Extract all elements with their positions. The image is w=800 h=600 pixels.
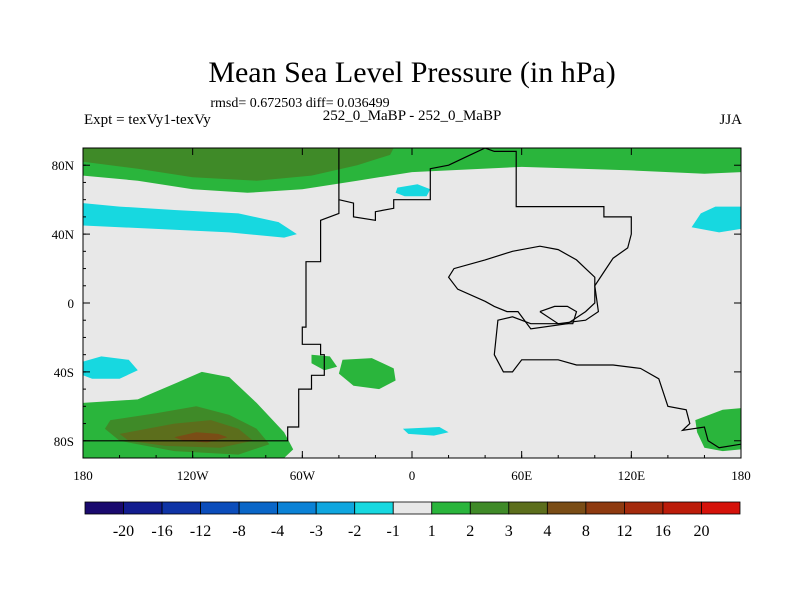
chart-title: Mean Sea Level Pressure (in hPa): [208, 56, 615, 89]
colorbar-label: 16: [655, 523, 671, 540]
colorbar-label: -8: [232, 523, 245, 540]
coastline-supercontinent-west: [338, 148, 486, 222]
y-tick-label: 80N: [52, 158, 75, 173]
colorbar-label: 2: [466, 523, 474, 540]
region-south-atlantic-2: [338, 358, 396, 390]
coastline-tethys-loop: [447, 245, 596, 330]
colorbar-swatch: [123, 501, 163, 515]
x-tick-label: 120W: [177, 468, 210, 483]
colorbar-label: -12: [190, 523, 211, 540]
x-tick-label: 60W: [290, 468, 316, 483]
colorbar-label: 1: [428, 523, 436, 540]
y-tick-label: 40S: [54, 365, 74, 380]
y-axis: 80N 40N 0 40S 80S: [52, 158, 741, 449]
stats-label: rmsd= 0.672503 diff= 0.036499: [210, 96, 389, 111]
region-south-pacific-core: [174, 432, 228, 443]
experiment-label: Expt = texVy1-texVy: [84, 112, 211, 128]
subtitle-label: 252_0_MaBP - 252_0_MaBP: [323, 108, 502, 124]
y-tick-label: 80S: [54, 434, 74, 449]
colorbar-label: 4: [543, 523, 551, 540]
colorbar-swatch: [84, 501, 124, 515]
colorbar-label: 3: [505, 523, 513, 540]
colorbar-swatch: [431, 501, 471, 515]
map-area: [83, 148, 741, 458]
colorbar-swatch: [200, 501, 240, 515]
colorbar-swatch: [469, 501, 510, 515]
colorbar-label: -20: [113, 523, 134, 540]
coastline-supercontinent-east: [484, 148, 741, 449]
colorbar-label: 12: [616, 523, 632, 540]
colorbar-swatch: [238, 501, 279, 515]
x-tick-label: 180: [73, 468, 93, 483]
region-arctic-core: [83, 148, 394, 181]
region-south-east-green: [695, 408, 741, 452]
colorbar-label: -4: [271, 523, 284, 540]
region-pacific-north-east: [691, 206, 741, 233]
region-south-west-cyan: [83, 356, 138, 379]
x-tick-label: 180: [731, 468, 751, 483]
colorbar-swatch: [701, 501, 741, 515]
y-tick-label: 40N: [52, 227, 75, 242]
colorbar-swatch: [624, 501, 664, 515]
colorbar-swatch: [392, 501, 433, 515]
colorbar-swatch: [585, 501, 625, 515]
colorbar-swatch: [508, 501, 548, 515]
coastline-supercontinent-body: [83, 199, 340, 442]
region-central-north: [395, 184, 431, 197]
season-label: JJA: [719, 112, 742, 128]
region-south-central-cyan: [402, 427, 449, 436]
colorbar-swatch: [315, 501, 356, 515]
region-pacific-north: [83, 203, 297, 238]
colorbar-swatch: [662, 501, 702, 515]
coastlines: [83, 148, 741, 449]
coastline-inner-loop: [539, 305, 578, 325]
colorbar-label: -1: [387, 523, 400, 540]
colorbar-swatch: [277, 501, 317, 515]
colorbar-swatch: [354, 501, 394, 515]
colorbar-label: -2: [348, 523, 361, 540]
colorbar-swatch: [546, 501, 587, 515]
x-axis: 180 120W 60W 0 60E 120E 180: [73, 148, 751, 483]
x-tick-label: 120E: [618, 468, 646, 483]
colorbar: -20 -16 -12 -8 -4 -3 -2 -1 1 2 3 4 8 12 16 20: [84, 501, 741, 540]
colorbar-label: -16: [151, 523, 172, 540]
x-tick-label: 60E: [511, 468, 532, 483]
colorbar-label: 8: [582, 523, 590, 540]
colorbar-label: -3: [310, 523, 323, 540]
colorbar-swatch: [161, 501, 201, 515]
x-tick-label: 0: [409, 468, 416, 483]
colorbar-label: 20: [694, 523, 710, 540]
y-tick-label: 0: [68, 296, 75, 311]
